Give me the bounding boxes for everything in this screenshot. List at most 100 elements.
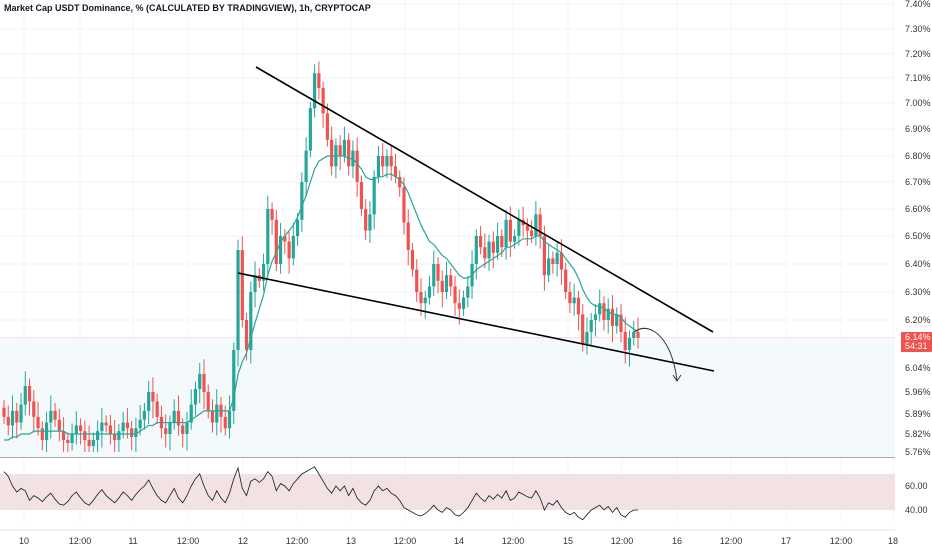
candle-body-118	[504, 219, 508, 248]
candle-1	[6, 405, 10, 436]
candle-body-133	[568, 292, 572, 304]
candle-131	[559, 239, 564, 285]
candle-101	[432, 250, 436, 297]
candle-64	[274, 209, 278, 271]
candle-body-74	[317, 73, 321, 88]
candle-0	[2, 399, 6, 424]
candle-body-64	[274, 219, 278, 264]
candle-144	[615, 307, 619, 334]
candle-71	[304, 137, 308, 197]
candle-16	[70, 423, 74, 451]
y-tick-4: 7.00%	[905, 98, 931, 108]
candle-body-108	[461, 297, 466, 309]
candle-body-93	[398, 176, 402, 188]
candle-116	[495, 222, 500, 260]
y-tick-0: 7.40%	[905, 0, 931, 9]
candle-body-23	[100, 422, 104, 432]
candle-35	[151, 377, 155, 419]
candle-56	[240, 236, 244, 328]
candle-body-86	[368, 214, 372, 231]
x-tick-2: 11	[128, 536, 137, 546]
candle-body-90	[385, 156, 389, 167]
candle-body-50	[215, 404, 219, 423]
candle-body-55	[236, 250, 240, 350]
y-tick-5: 6.90%	[905, 124, 931, 134]
candle-9	[40, 421, 44, 451]
candle-body-44	[189, 404, 193, 423]
candle-130	[555, 242, 559, 277]
candle-body-144	[615, 314, 619, 326]
candle-115	[491, 231, 495, 269]
candle-90	[385, 149, 389, 179]
candle-body-73	[313, 73, 317, 109]
candle-99	[423, 290, 427, 319]
candle-body-52	[223, 416, 227, 429]
candle-58	[249, 281, 253, 364]
candle-body-119	[508, 219, 512, 242]
time-axis[interactable]: 10 12:00 11 12:00 12 12:00 13 12:00 14 12:00 15 12:…	[0, 529, 898, 546]
price-axis[interactable]: 7.40% 7.30% 7.20% 7.10% 7.00% 6.90% 6.80% 6.70%…	[905, 0, 931, 457]
projection-arrow-icon	[672, 374, 682, 382]
x-tick-13: 12:00	[720, 536, 743, 546]
candle-body-59	[253, 275, 257, 292]
candle-21	[91, 432, 95, 452]
candle-body-105	[449, 275, 453, 287]
candle-body-39	[168, 422, 172, 434]
candle-body-103	[440, 280, 444, 292]
candle-45	[193, 381, 198, 416]
candle-4	[19, 392, 23, 430]
candle-body-22	[96, 431, 100, 440]
candle-121	[517, 209, 521, 246]
candle-body-54	[232, 350, 236, 411]
candle-73	[313, 64, 317, 118]
candle-body-58	[249, 292, 253, 350]
candle-62	[266, 195, 270, 277]
candle-body-34	[147, 392, 151, 411]
candle-body-19	[83, 431, 87, 440]
y-tick-3: 7.10%	[905, 73, 931, 83]
y-tick-15: 5.89%	[905, 409, 931, 419]
candle-30	[130, 421, 134, 451]
candle-body-81	[347, 139, 351, 167]
candle-44	[189, 389, 193, 430]
candle-body-65	[278, 236, 283, 264]
candle-body-142	[606, 308, 610, 320]
candle-body-101	[432, 264, 436, 287]
candle-body-123	[525, 225, 529, 231]
candle-body-121	[517, 219, 521, 236]
candle-body-72	[308, 108, 312, 151]
candle-92	[393, 153, 398, 184]
candle-36	[155, 393, 159, 424]
x-tick-11: 12:00	[611, 536, 634, 546]
candle-body-27	[117, 431, 121, 440]
candle-body-71	[304, 150, 308, 182]
candle-body-46	[198, 374, 202, 389]
candle-body-76	[325, 113, 329, 140]
candle-25	[108, 414, 112, 445]
x-tick-14: 17	[781, 536, 791, 546]
candle-76	[325, 103, 329, 147]
rsi-band	[0, 474, 895, 510]
chart-title: Market Cap USDT Dominance, % (CALCULATED…	[4, 3, 371, 13]
candle-70	[300, 172, 304, 232]
candle-body-102	[436, 264, 440, 281]
candle-17	[74, 411, 78, 445]
candle-79	[338, 135, 342, 171]
candle-102	[436, 257, 440, 294]
candle-body-48	[206, 392, 210, 411]
x-tick-7: 12:00	[394, 536, 417, 546]
y-tick-12: 6.20%	[905, 315, 931, 325]
candle-body-40	[172, 410, 176, 423]
candle-123	[525, 218, 529, 246]
candle-141	[602, 296, 606, 331]
candle-46	[198, 362, 202, 403]
candle-body-134	[572, 297, 576, 304]
candle-body-20	[87, 440, 91, 446]
candle-body-32	[138, 419, 142, 429]
y-tick-11: 6.30%	[905, 287, 931, 297]
candle-body-115	[491, 241, 495, 253]
candle-body-7	[32, 401, 36, 417]
rsi-pane[interactable]: 60.00 40.00	[0, 466, 928, 521]
upper-trendline	[255, 66, 714, 333]
